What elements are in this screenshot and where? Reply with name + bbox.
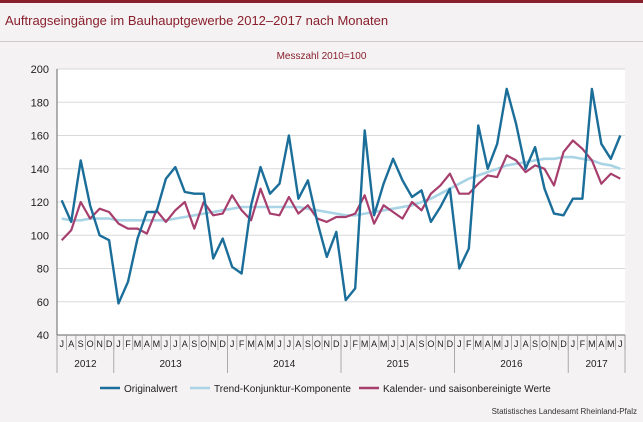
x-month-label: J <box>59 339 64 349</box>
x-month-label: J <box>164 339 169 349</box>
x-month-label: F <box>466 339 472 349</box>
x-month-label: N <box>96 339 103 349</box>
y-tick-label: 40 <box>37 330 49 342</box>
x-month-label: O <box>427 339 434 349</box>
x-month-label: N <box>324 339 331 349</box>
x-month-label: M <box>475 339 483 349</box>
x-month-label: M <box>134 339 142 349</box>
y-tick-label: 180 <box>31 97 49 109</box>
x-month-label: F <box>125 339 131 349</box>
x-year-label: 2013 <box>159 359 182 370</box>
x-month-label: F <box>580 339 586 349</box>
chart-subtitle: Messzahl 2010=100 <box>276 51 367 62</box>
x-month-label: J <box>277 339 282 349</box>
y-tick-label: 200 <box>31 64 49 76</box>
series-line <box>61 155 621 222</box>
x-month-label: J <box>230 339 235 349</box>
x-month-label: J <box>116 339 121 349</box>
x-month-label: M <box>153 339 161 349</box>
chart-title: Auftragseingänge im Bauhauptgewerbe 2012… <box>5 13 389 28</box>
source-note: Statistisches Landesamt Rheinland-Pfalz <box>491 407 637 416</box>
legend-label: Kalender- und saisonbereinigte Werte <box>383 384 551 395</box>
x-month-label: M <box>588 339 596 349</box>
top-accent-bar <box>0 0 643 3</box>
x-month-label: S <box>418 339 424 349</box>
x-month-label: D <box>447 339 454 349</box>
legend-label: Originalwert <box>124 384 178 395</box>
x-month-label: A <box>68 339 74 349</box>
x-month-label: J <box>391 339 396 349</box>
x-month-label: M <box>607 339 615 349</box>
x-month-label: J <box>504 339 509 349</box>
x-month-label: D <box>333 339 340 349</box>
x-month-label: N <box>437 339 444 349</box>
x-month-label: F <box>352 339 358 349</box>
x-month-label: O <box>541 339 548 349</box>
x-month-label: A <box>295 339 301 349</box>
x-year-label: 2015 <box>387 359 410 370</box>
x-month-label: S <box>78 339 84 349</box>
x-month-label: J <box>618 339 623 349</box>
x-month-label: M <box>247 339 255 349</box>
x-month-label: S <box>191 339 197 349</box>
x-month-label: D <box>106 339 113 349</box>
x-month-label: A <box>523 339 529 349</box>
x-month-label: N <box>210 339 217 349</box>
y-tick-label: 80 <box>37 264 49 276</box>
x-month-label: S <box>532 339 538 349</box>
x-month-label: J <box>457 339 462 349</box>
x-month-label: A <box>144 339 150 349</box>
x-month-label: M <box>380 339 388 349</box>
x-month-label: S <box>305 339 311 349</box>
y-tick-label: 100 <box>31 230 49 242</box>
x-month-label: D <box>219 339 226 349</box>
x-year-label: 2012 <box>74 359 97 370</box>
x-year-label: 2017 <box>585 359 608 370</box>
title-divider <box>0 41 643 42</box>
x-month-label: A <box>598 339 604 349</box>
x-month-label: J <box>287 339 292 349</box>
x-month-label: A <box>485 339 491 349</box>
x-month-label: M <box>493 339 501 349</box>
y-tick-label: 60 <box>37 297 49 309</box>
x-month-label: J <box>173 339 178 349</box>
x-month-label: O <box>87 339 94 349</box>
x-month-label: J <box>400 339 405 349</box>
x-month-label: A <box>409 339 415 349</box>
x-month-label: A <box>371 339 377 349</box>
series-line <box>60 139 621 241</box>
x-month-label: M <box>361 339 369 349</box>
x-month-label: J <box>343 339 348 349</box>
y-tick-label: 160 <box>31 131 49 143</box>
x-year-label: 2016 <box>500 359 523 370</box>
x-month-label: A <box>182 339 188 349</box>
x-month-label: N <box>551 339 558 349</box>
series-line <box>60 87 622 305</box>
x-month-label: M <box>266 339 274 349</box>
y-tick-label: 140 <box>31 164 49 176</box>
x-month-label: J <box>571 339 576 349</box>
x-month-label: O <box>314 339 321 349</box>
x-month-label: O <box>200 339 207 349</box>
x-month-label: A <box>258 339 264 349</box>
legend-label: Trend-Konjunktur-Komponente <box>214 384 351 395</box>
x-month-label: F <box>239 339 245 349</box>
x-year-label: 2014 <box>273 359 296 370</box>
x-month-label: J <box>514 339 519 349</box>
x-month-label: D <box>560 339 567 349</box>
y-tick-label: 120 <box>31 197 49 209</box>
